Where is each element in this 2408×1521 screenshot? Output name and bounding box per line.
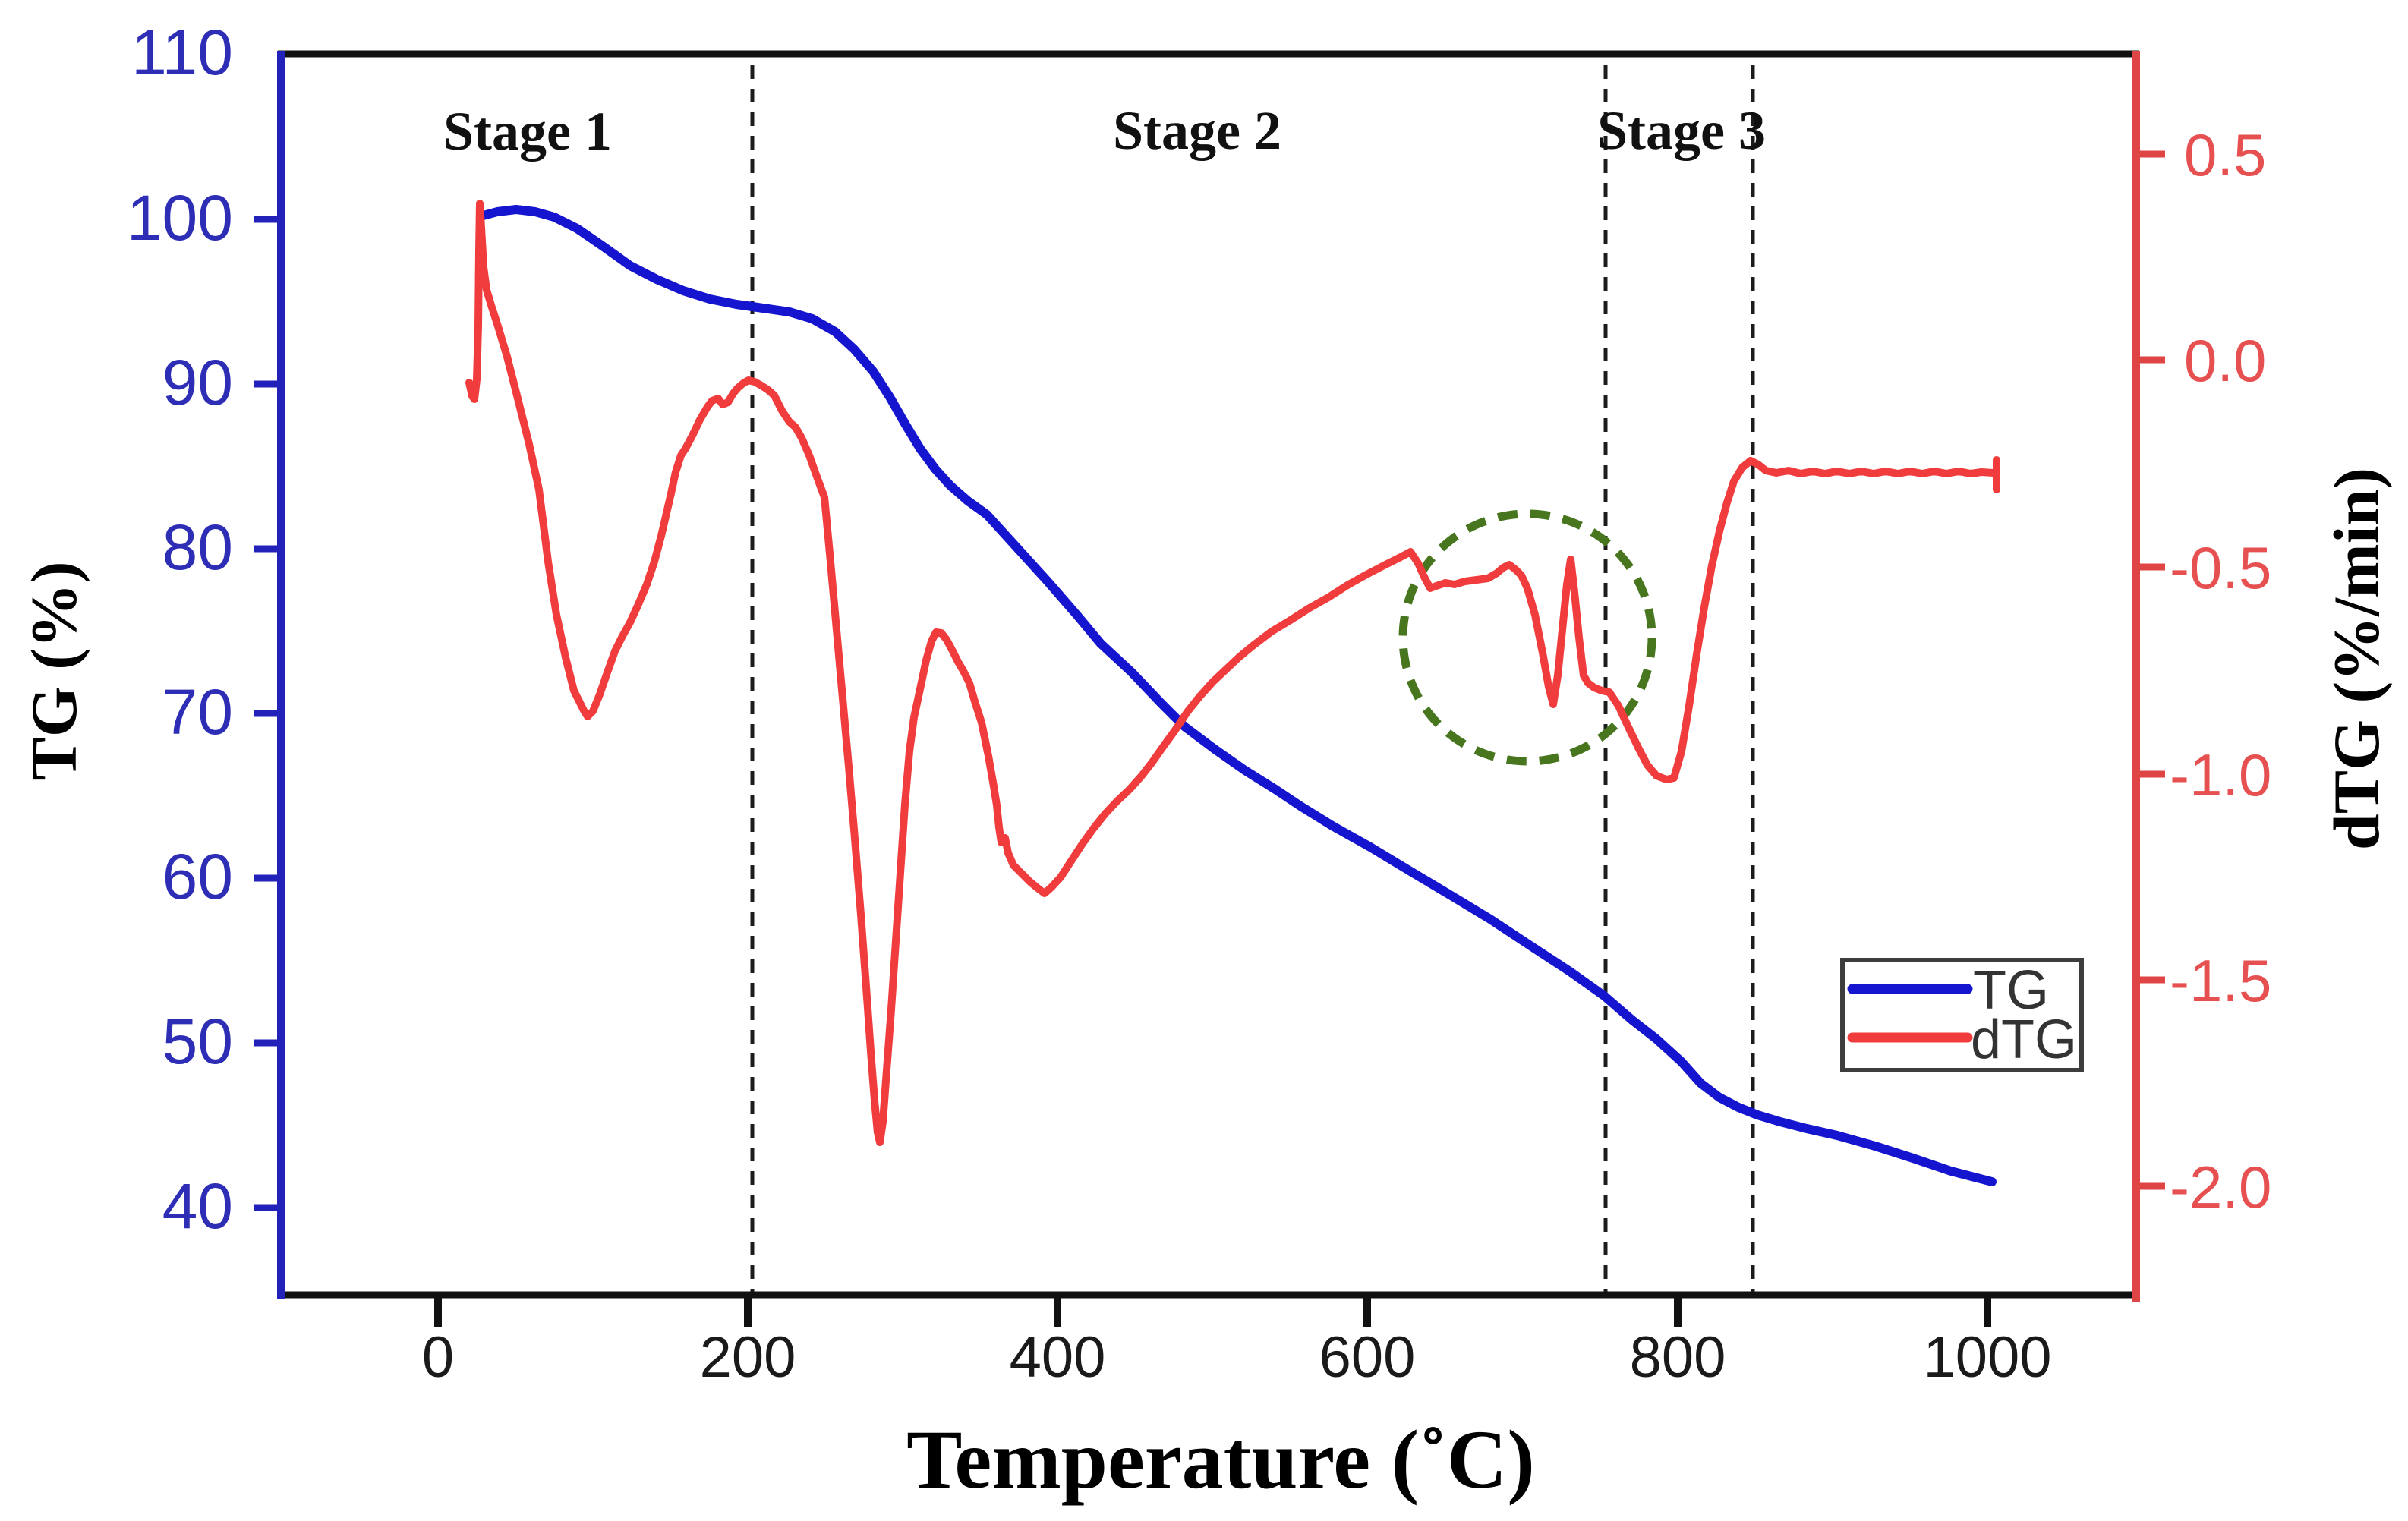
svg-text:Stage 2: Stage 2: [1113, 100, 1281, 161]
svg-text:400: 400: [1010, 1325, 1106, 1390]
svg-text:70: 70: [162, 676, 233, 748]
svg-text:40: 40: [162, 1170, 233, 1242]
svg-text:60: 60: [162, 841, 233, 912]
svg-text:dTG: dTG: [1971, 1009, 2077, 1070]
svg-text:-1.5: -1.5: [2170, 947, 2271, 1014]
svg-text:100: 100: [127, 182, 233, 254]
svg-text:200: 200: [700, 1325, 796, 1390]
svg-text:600: 600: [1319, 1325, 1416, 1390]
svg-text:Temperature (˚C): Temperature (˚C): [906, 1413, 1535, 1506]
svg-text:90: 90: [162, 347, 233, 418]
svg-text:1000: 1000: [1923, 1325, 2051, 1390]
svg-text:0.0: 0.0: [2184, 327, 2266, 394]
svg-text:-0.5: -0.5: [2170, 534, 2271, 601]
svg-text:110: 110: [131, 17, 233, 88]
svg-text:TG (%): TG (%): [17, 561, 90, 780]
svg-text:TG: TG: [1973, 960, 2049, 1021]
svg-text:800: 800: [1630, 1325, 1726, 1390]
svg-text:Stage 3: Stage 3: [1597, 100, 1766, 161]
svg-text:80: 80: [162, 512, 233, 583]
svg-text:0: 0: [422, 1325, 454, 1390]
svg-text:50: 50: [162, 1006, 233, 1077]
svg-text:-1.0: -1.0: [2170, 742, 2271, 808]
svg-text:0.5: 0.5: [2184, 121, 2266, 188]
svg-text:Stage 1: Stage 1: [443, 101, 612, 162]
svg-text:-2.0: -2.0: [2170, 1154, 2271, 1220]
svg-text:dTG (%/min): dTG (%/min): [2320, 468, 2393, 850]
